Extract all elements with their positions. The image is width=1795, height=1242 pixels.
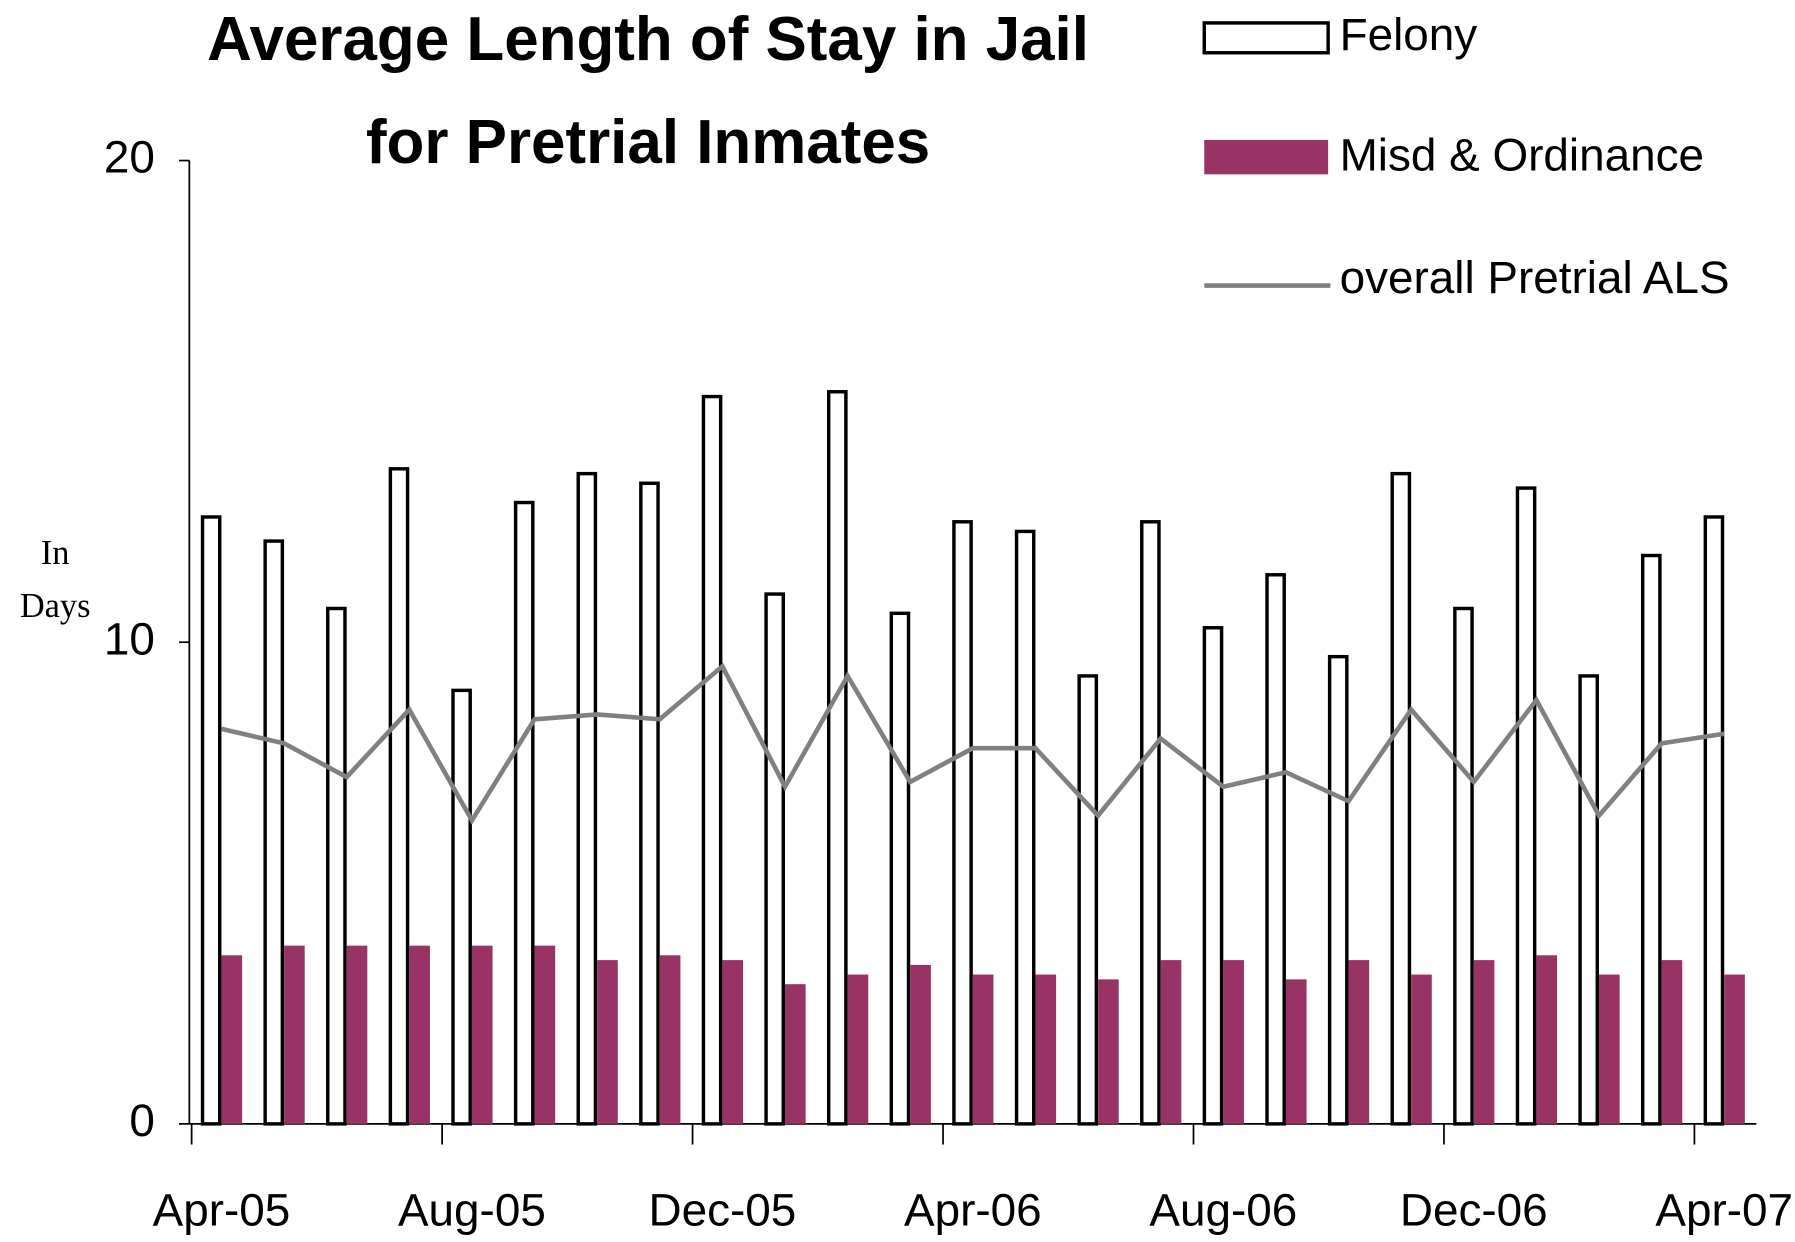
y-axis-label: In: [41, 534, 70, 572]
bar: [409, 945, 430, 1124]
bar: [221, 955, 243, 1124]
bar: [1390, 471, 1412, 1126]
bar: [1202, 626, 1224, 1126]
bar: [1724, 974, 1745, 1124]
chart-title: Average Length of Stay in Jail: [207, 5, 1089, 74]
bar: [1140, 520, 1161, 1126]
bar: [1661, 960, 1683, 1124]
bar: [576, 471, 598, 1126]
bar: [1223, 960, 1244, 1124]
bar: [1599, 974, 1620, 1124]
y-tick-label: 0: [129, 1094, 155, 1146]
bar: [659, 955, 681, 1124]
x-tick-label: Aug-06: [1149, 1183, 1297, 1235]
bar: [1411, 974, 1432, 1124]
bar: [722, 960, 744, 1124]
y-axis-label: Days: [20, 587, 91, 625]
bar: [701, 394, 723, 1126]
bar: [534, 945, 556, 1124]
bar: [471, 945, 493, 1124]
legend-label: Felony: [1340, 8, 1478, 60]
bar: [513, 500, 535, 1126]
bar: [388, 467, 410, 1126]
y-tick-label: 20: [104, 131, 155, 183]
bar: [910, 964, 931, 1124]
legend-label: Misd & Ordinance: [1340, 128, 1704, 180]
x-tick-label: Apr-06: [904, 1183, 1042, 1235]
x-tick-label: Dec-05: [648, 1183, 796, 1235]
bar: [1160, 960, 1182, 1124]
x-tick-label: Dec-06: [1400, 1183, 1548, 1235]
bar: [200, 515, 222, 1126]
bar: [1348, 960, 1370, 1124]
y-tick-label: 10: [104, 612, 155, 664]
bar: [639, 481, 660, 1126]
bar: [784, 984, 806, 1124]
bar: [263, 539, 285, 1126]
bar: [1640, 553, 1662, 1126]
bar: [1035, 974, 1057, 1124]
bar: [1578, 674, 1600, 1126]
bar: [451, 688, 472, 1126]
bar: [1077, 674, 1099, 1126]
legend-label: overall Pretrial ALS: [1340, 251, 1730, 303]
x-tick-label: Aug-05: [398, 1183, 546, 1235]
bar: [346, 945, 368, 1124]
bar: [1453, 606, 1474, 1126]
bar: [1265, 573, 1286, 1126]
bar: [1014, 529, 1036, 1126]
bar: [847, 974, 869, 1124]
bar: [889, 611, 911, 1126]
bar: [1098, 979, 1119, 1124]
bar: [972, 974, 994, 1124]
bar: [826, 390, 848, 1126]
bar: [326, 606, 347, 1126]
legend-swatch: [1202, 21, 1330, 55]
x-tick-label: Apr-05: [153, 1183, 291, 1235]
bar: [952, 520, 973, 1126]
legend-swatch: [1204, 139, 1329, 175]
bar: [1285, 979, 1307, 1124]
line: [220, 662, 1725, 825]
bar: [1473, 960, 1495, 1124]
bar: [1515, 486, 1537, 1126]
bar: [1703, 515, 1725, 1126]
x-tick-label: Apr-07: [1655, 1183, 1793, 1235]
bar: [597, 960, 618, 1124]
bar: [1536, 955, 1558, 1124]
bar: [284, 945, 305, 1124]
bar: [1327, 654, 1349, 1126]
bar: [764, 592, 785, 1126]
chart-title: for Pretrial Inmates: [366, 108, 930, 177]
